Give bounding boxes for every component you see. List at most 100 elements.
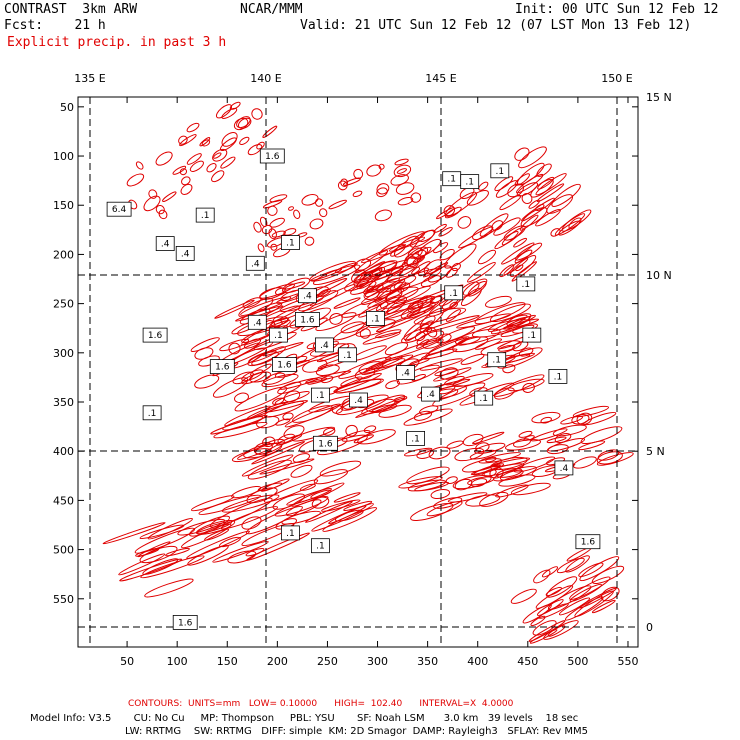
contour-line — [484, 295, 512, 308]
contour-value-label: 1.6 — [312, 435, 338, 451]
contour-line — [213, 421, 268, 439]
contour-line — [247, 459, 292, 480]
svg-text:.4: .4 — [303, 292, 312, 302]
contour-line — [186, 530, 250, 559]
contour-line — [451, 262, 461, 272]
contour-line — [420, 348, 458, 360]
svg-text:1.6: 1.6 — [215, 363, 230, 373]
contour-line — [245, 505, 303, 535]
contour-line — [537, 176, 555, 190]
contour-line — [310, 489, 332, 499]
bottom-tick-label: 550 — [617, 655, 638, 668]
contour-line — [143, 195, 161, 212]
contour-line — [578, 440, 606, 451]
contour-line — [364, 284, 384, 298]
contour-line — [209, 497, 273, 528]
svg-text:.1: .1 — [447, 175, 456, 185]
contour-line — [460, 353, 485, 365]
contour-line — [433, 367, 472, 382]
contour-line — [261, 373, 299, 388]
contour-line — [591, 565, 625, 584]
contour-line — [376, 275, 417, 293]
contour-line — [536, 183, 565, 203]
longitude-label: 135 E — [74, 72, 105, 85]
contour-line — [397, 196, 414, 206]
contour-line — [404, 447, 433, 457]
contour-line — [414, 481, 450, 492]
contour-line — [558, 597, 591, 616]
contour-value-label: .4 — [421, 386, 441, 402]
contour-value-label: .1 — [142, 405, 162, 421]
contour-line — [513, 456, 556, 473]
contour-line — [144, 578, 194, 598]
bottom-tick-label: 450 — [517, 655, 538, 668]
contour-line — [556, 557, 585, 574]
contour-line — [359, 328, 371, 339]
contour-line — [276, 434, 303, 446]
contour-line — [576, 412, 593, 425]
contour-line — [500, 324, 535, 338]
contour-line — [362, 332, 401, 345]
contour-line — [551, 183, 581, 207]
contour-line — [212, 377, 249, 398]
contour-line — [165, 547, 190, 557]
contour-line — [316, 434, 368, 456]
contour-line — [283, 228, 297, 236]
left-tick-label: 350 — [53, 396, 74, 409]
contour-line — [495, 467, 523, 478]
contour-line — [409, 230, 435, 248]
contour-line — [460, 287, 482, 306]
svg-text:.1: .1 — [528, 331, 537, 341]
contour-line — [376, 183, 390, 195]
contour-line — [135, 161, 144, 170]
contour-line — [307, 377, 328, 385]
contour-line — [219, 338, 250, 352]
contour-line — [370, 358, 406, 370]
contour-labels: 1.6 6.4 .1 .4 .4 .1 .4 .4 .1 .1 .1 .1 .1 .1 .4 1.6 .1 1.6… — [106, 148, 601, 630]
contour-line — [395, 182, 415, 195]
contour-line — [498, 474, 536, 487]
contour-value-label: .1 — [474, 390, 494, 406]
contour-line — [314, 198, 324, 207]
contour-line — [393, 268, 442, 290]
contour-line — [422, 337, 444, 349]
contour-value-label: .1 — [280, 235, 300, 251]
contour-line — [393, 235, 420, 258]
contour-line — [532, 620, 557, 636]
contour-line — [519, 214, 539, 231]
contour-line — [285, 499, 322, 517]
contour-line — [220, 156, 236, 169]
contour-line — [177, 518, 226, 536]
contour-line — [284, 403, 341, 428]
contour-value-label: .4 — [175, 245, 195, 261]
contour-line — [241, 325, 280, 343]
contour-line — [212, 540, 269, 563]
contour-line — [515, 264, 524, 272]
contour-value-label: .1 — [280, 525, 300, 541]
contour-line — [465, 494, 501, 507]
contour-line — [206, 163, 217, 173]
svg-text:.1: .1 — [148, 409, 157, 419]
svg-text:.1: .1 — [479, 394, 488, 404]
contour-line — [340, 376, 363, 387]
contour-line — [234, 386, 288, 412]
contour-line — [340, 321, 365, 334]
svg-text:.1: .1 — [286, 529, 295, 539]
contour-line — [479, 213, 509, 237]
contour-line — [333, 297, 361, 309]
contour-line — [583, 411, 617, 426]
contour-line — [445, 309, 462, 322]
contour-line — [489, 456, 528, 471]
contour-line — [263, 479, 319, 503]
contour-line — [148, 189, 158, 199]
contour-line — [489, 303, 531, 323]
contour-line — [190, 495, 235, 512]
svg-text:.1: .1 — [492, 356, 501, 366]
contour-line — [403, 315, 436, 341]
contour-line — [572, 405, 610, 418]
contour-line — [221, 107, 238, 119]
contour-line — [554, 213, 586, 236]
contour-line — [406, 466, 450, 485]
contour-line — [162, 191, 177, 202]
